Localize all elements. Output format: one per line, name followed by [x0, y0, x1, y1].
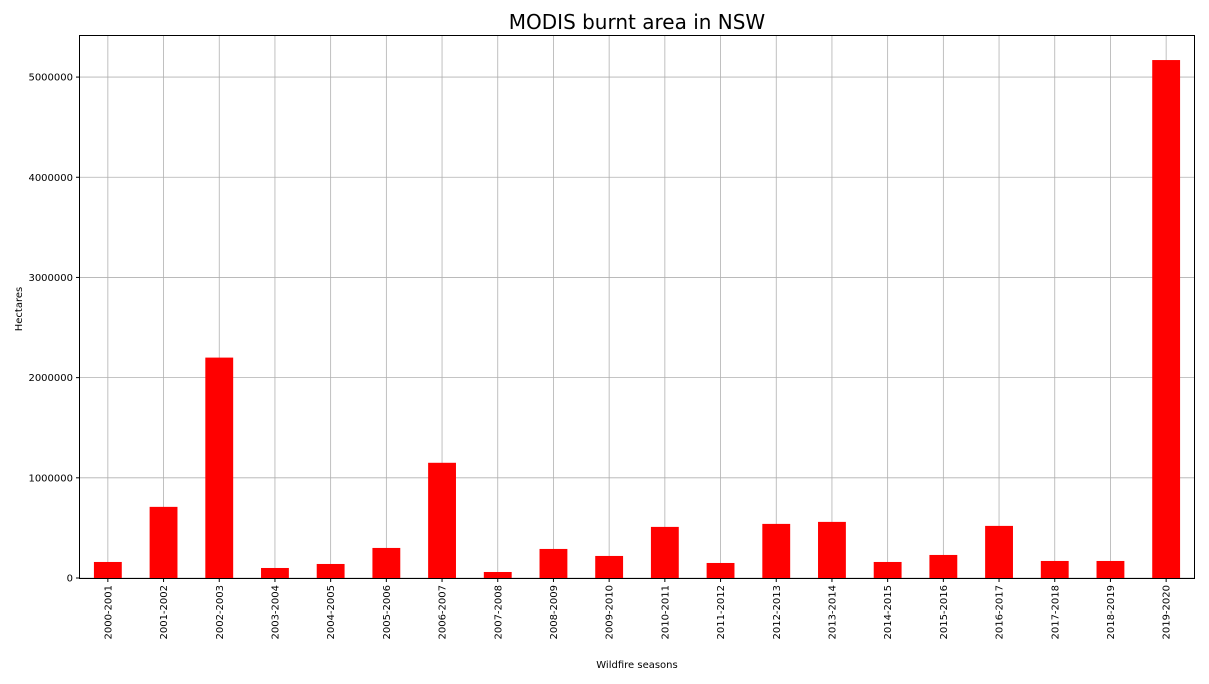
x-tick-label: 2013-2014 — [827, 585, 838, 640]
x-tick-label: 2005-2006 — [382, 585, 393, 640]
x-tick-label: 2003-2004 — [270, 585, 281, 640]
x-tick-label: 2001-2002 — [159, 585, 170, 640]
bar-2011-2012 — [706, 562, 735, 578]
x-tick-label: 2000-2001 — [103, 585, 114, 640]
x-tick-label: 2009-2010 — [605, 585, 616, 640]
y-axis-ticks: 0 1000000 2000000 3000000 4000000 5000000 — [28, 73, 80, 585]
bar-2008-2009 — [539, 548, 568, 578]
x-axis-ticks: 2000-2001 2001-2002 2002-2003 2003-2004 2004… — [103, 578, 1173, 640]
grid-lines — [80, 35, 1194, 579]
x-tick-label: 2008-2009 — [549, 585, 560, 640]
x-tick-label: 2016-2017 — [995, 585, 1006, 640]
y-tick-label: 5000000 — [28, 73, 73, 84]
bar-2013-2014 — [818, 521, 846, 578]
x-tick-label: 2012-2013 — [772, 585, 783, 640]
y-tick-label: 3000000 — [28, 273, 73, 284]
bar-2019-2020 — [1152, 60, 1181, 578]
x-tick-label: 2006-2007 — [438, 585, 449, 640]
x-tick-label: 2017-2018 — [1050, 585, 1061, 640]
x-tick-label: 2010-2011 — [660, 585, 671, 640]
x-tick-label: 2007-2008 — [493, 585, 504, 640]
bar-2006-2007 — [428, 462, 456, 578]
bar-2014-2015 — [873, 561, 902, 578]
bar-2000-2001 — [93, 561, 122, 578]
bar-2017-2018 — [1040, 560, 1069, 578]
bar-2002-2003 — [205, 357, 234, 578]
x-tick-label: 2015-2016 — [939, 585, 950, 640]
x-tick-label: 2004-2005 — [326, 585, 337, 640]
chart-title: MODIS burnt area in NSW — [509, 10, 766, 34]
bar-2010-2011 — [650, 526, 679, 578]
y-tick-label: 4000000 — [28, 173, 73, 184]
bar-2004-2005 — [316, 563, 345, 578]
bar-2018-2019 — [1096, 560, 1125, 578]
bar-2003-2004 — [261, 567, 289, 578]
bar-2015-2016 — [929, 554, 958, 578]
bar-2007-2008 — [483, 571, 512, 578]
bar-2009-2010 — [595, 555, 624, 578]
y-tick-label: 2000000 — [28, 373, 73, 384]
y-tick-label: 1000000 — [28, 473, 73, 484]
x-tick-label: 2002-2003 — [215, 585, 226, 640]
x-axis-label: Wildfire seasons — [596, 660, 677, 671]
bar-2016-2017 — [985, 525, 1013, 578]
bars — [93, 60, 1181, 578]
x-tick-label: 2011-2012 — [716, 585, 727, 640]
x-tick-label: 2014-2015 — [883, 585, 894, 640]
bar-2005-2006 — [372, 547, 401, 578]
y-tick-label: 0 — [67, 574, 73, 585]
x-tick-label: 2018-2019 — [1106, 585, 1117, 640]
y-axis-label: Hectares — [14, 287, 25, 331]
bar-2012-2013 — [762, 523, 791, 578]
x-tick-label: 2019-2020 — [1162, 585, 1173, 640]
bar-2001-2002 — [149, 506, 178, 578]
plot-frame — [79, 35, 1195, 579]
